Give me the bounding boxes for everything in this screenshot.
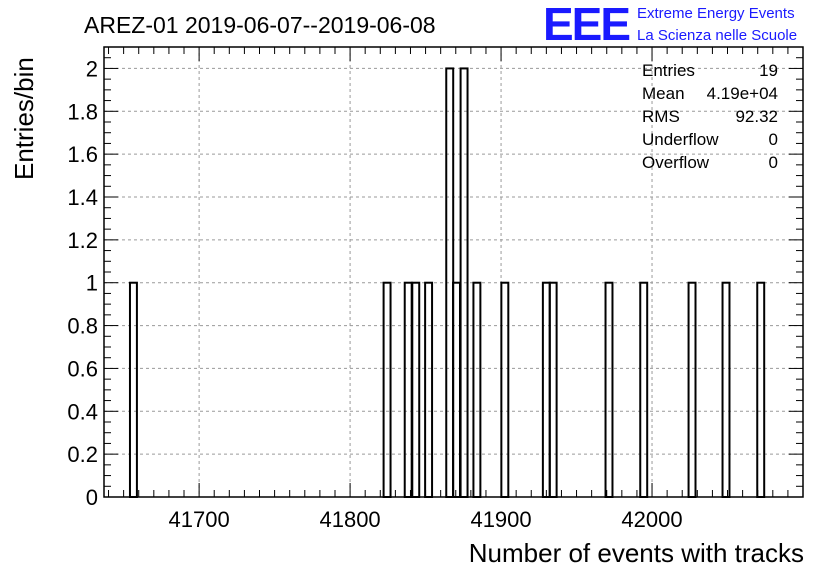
stats-box: Entries 19 Mean 4.19e+04 RMS 92.32 Underflow 0 O… bbox=[642, 61, 778, 172]
histogram-bar bbox=[639, 281, 649, 499]
histogram-bar bbox=[411, 281, 421, 499]
stats-value: 0 bbox=[769, 153, 778, 172]
y-tick-label: 2 bbox=[86, 56, 98, 81]
histogram-bar bbox=[687, 281, 697, 499]
y-tick-label: 0.2 bbox=[67, 442, 98, 467]
histogram-bar bbox=[382, 281, 392, 499]
x-axis-title: Number of events with tracks bbox=[469, 538, 804, 568]
histogram-bar bbox=[500, 281, 510, 499]
x-tick-label: 41700 bbox=[169, 507, 230, 532]
y-tick-label: 0.4 bbox=[67, 399, 98, 424]
histogram-bar bbox=[128, 281, 138, 499]
y-tick-label: 1 bbox=[86, 271, 98, 296]
y-tick-label: 0.6 bbox=[67, 356, 98, 381]
logo-mark: EEE bbox=[543, 0, 629, 50]
stats-label: RMS bbox=[642, 107, 680, 126]
stats-label: Mean bbox=[642, 84, 685, 103]
stats-label: Overflow bbox=[642, 153, 710, 172]
axis-ticks: 41700 41800 41900 42000 0 0.2 0.4 0.6 0.8 1 1.2 1.4… bbox=[67, 46, 804, 532]
x-tick-label: 41900 bbox=[470, 507, 531, 532]
x-tick-label: 42000 bbox=[621, 507, 682, 532]
histogram-bar bbox=[472, 281, 482, 499]
histogram-bar bbox=[604, 281, 614, 499]
stats-label: Underflow bbox=[642, 130, 719, 149]
stats-value: 4.19e+04 bbox=[707, 84, 778, 103]
chart-title: AREZ-01 2019-06-07--2019-06-08 bbox=[84, 12, 436, 38]
histogram-bar bbox=[721, 281, 731, 499]
histogram-bar bbox=[756, 281, 766, 499]
logo-line-2: La Scienza nelle Scuole bbox=[637, 27, 797, 44]
y-tick-label: 0 bbox=[86, 485, 98, 510]
x-tick-label: 41800 bbox=[319, 507, 380, 532]
y-tick-label: 1.4 bbox=[67, 185, 98, 210]
eee-logo: EEE Extreme Energy Events La Scienza nel… bbox=[543, 0, 797, 50]
stats-value: 92.32 bbox=[735, 107, 778, 126]
y-tick-label: 1.2 bbox=[67, 228, 98, 253]
histogram-bar bbox=[424, 281, 434, 499]
logo-line-1: Extreme Energy Events bbox=[637, 5, 795, 22]
stats-value: 0 bbox=[769, 130, 778, 149]
y-tick-label: 0.8 bbox=[67, 314, 98, 339]
y-tick-label: 1.8 bbox=[67, 99, 98, 124]
stats-value: 19 bbox=[759, 61, 778, 80]
y-tick-label: 1.6 bbox=[67, 142, 98, 167]
y-axis-title: Entries/bin bbox=[9, 57, 39, 180]
stats-label: Entries bbox=[642, 61, 695, 80]
histogram-bar bbox=[403, 281, 413, 499]
